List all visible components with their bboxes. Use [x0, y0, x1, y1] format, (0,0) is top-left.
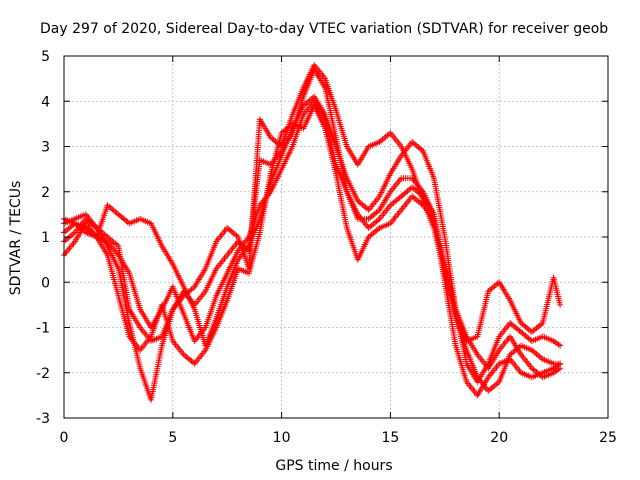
- data-point: [557, 301, 564, 308]
- x-tick-label: 15: [381, 430, 399, 446]
- x-tick-label: 5: [168, 430, 177, 446]
- y-tick-label: -3: [36, 411, 50, 427]
- x-axis-label: GPS time / hours: [275, 458, 392, 474]
- y-tick-label: -1: [36, 321, 50, 337]
- data-series: [61, 62, 564, 403]
- axis-ticks: 0 5 10 15 20 25 -3 -2 -1 0 1 2 3 4 5: [36, 49, 617, 446]
- y-tick-label: 0: [41, 275, 50, 291]
- x-tick-label: 25: [599, 430, 617, 446]
- y-tick-label: 3: [41, 140, 50, 156]
- data-point: [557, 342, 564, 349]
- x-tick-label: 10: [273, 430, 291, 446]
- y-tick-label: 1: [41, 230, 50, 246]
- y-axis-label: SDTVAR / TECUs: [8, 181, 24, 296]
- x-tick-label: 0: [60, 430, 69, 446]
- series-track-3: [61, 93, 564, 385]
- y-tick-label: -2: [36, 366, 50, 382]
- data-point: [557, 365, 564, 372]
- x-tick-label: 20: [490, 430, 508, 446]
- series-track-5: [61, 62, 564, 403]
- series-track-4: [61, 102, 564, 381]
- y-tick-label: 5: [41, 49, 50, 65]
- y-tick-label: 2: [41, 185, 50, 201]
- chart-title: Day 297 of 2020, Sidereal Day-to-day VTE…: [40, 21, 608, 37]
- y-tick-label: 4: [41, 94, 50, 110]
